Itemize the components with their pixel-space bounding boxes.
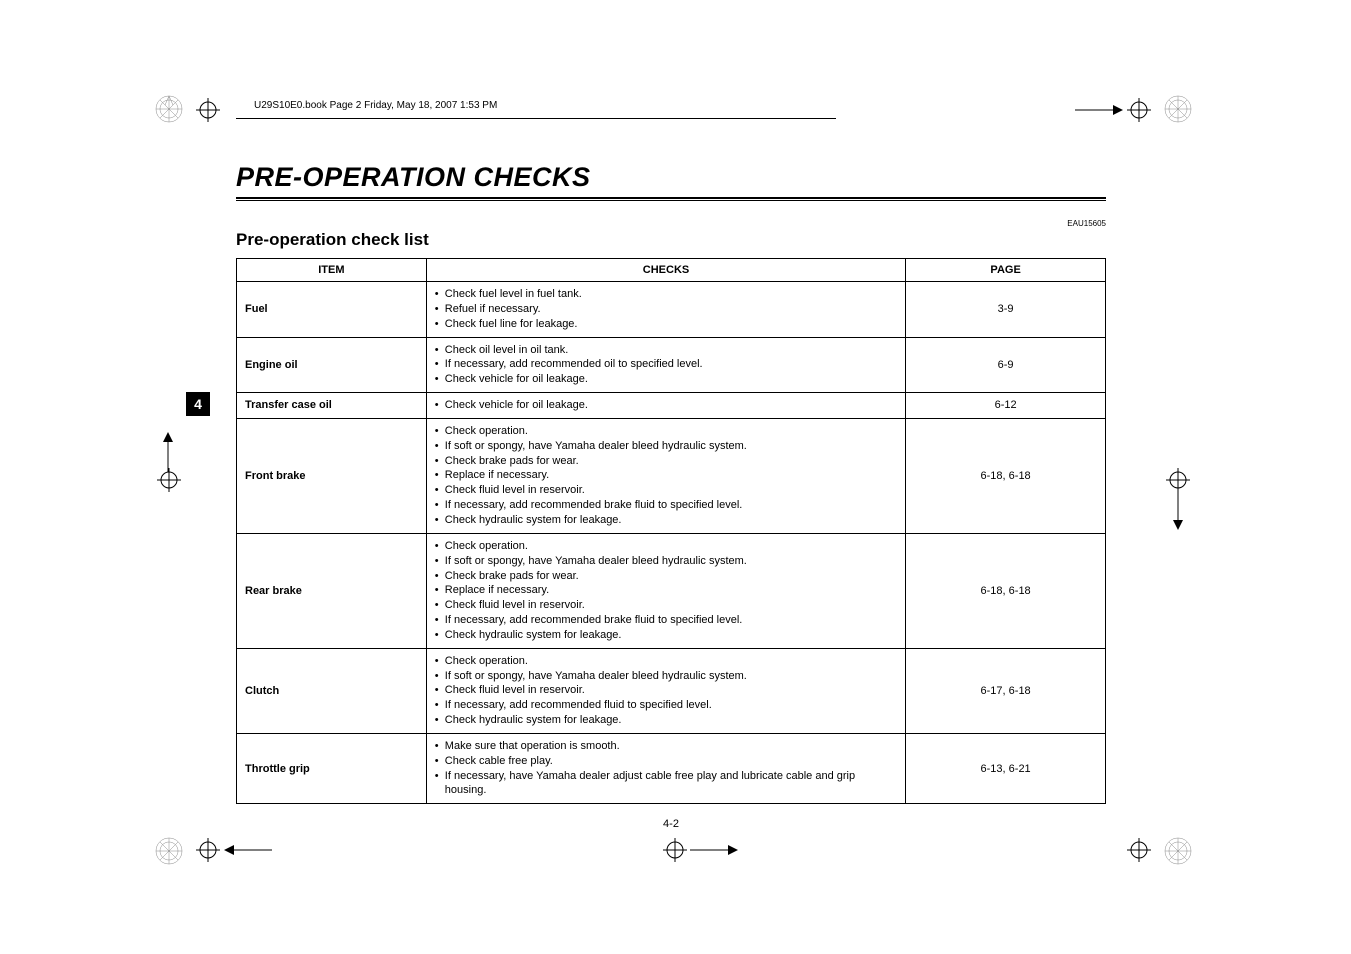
title-underline-thick: [236, 197, 1106, 199]
registration-mark-tl: [196, 98, 220, 122]
table-header-page: PAGE: [906, 259, 1106, 282]
table-header-row: ITEM CHECKS PAGE: [237, 259, 1106, 282]
check-item: If necessary, add recommended fluid to s…: [435, 698, 897, 713]
arrow-mark-right: [1168, 490, 1188, 535]
rosette-bottom-right: [1164, 837, 1192, 865]
registration-mark-br: [1127, 838, 1151, 862]
table-cell-page: 3-9: [906, 282, 1106, 338]
check-item: Refuel if necessary.: [435, 302, 897, 317]
table-row: Front brakeCheck operation.If soft or sp…: [237, 418, 1106, 533]
rosette-top-right: [1164, 95, 1192, 123]
registration-mark-tr: [1127, 98, 1151, 122]
page-number: 4-2: [236, 818, 1106, 830]
check-item: Check vehicle for oil leakage.: [435, 398, 897, 413]
check-item: If necessary, add recommended oil to spe…: [435, 357, 897, 372]
check-item: If necessary, have Yamaha dealer adjust …: [435, 769, 897, 799]
check-item: Check vehicle for oil leakage.: [435, 372, 897, 387]
table-cell-item: Engine oil: [237, 337, 427, 393]
check-item: Check operation.: [435, 654, 897, 669]
table-cell-checks: Check operation.If soft or spongy, have …: [426, 418, 905, 533]
page-content: U29S10E0.book Page 2 Friday, May 18, 200…: [236, 100, 1106, 830]
table-cell-page: 6-12: [906, 393, 1106, 419]
table-cell-item: Clutch: [237, 648, 427, 733]
section-title: Pre-operation check list: [236, 230, 1106, 250]
table-cell-checks: Check operation.If soft or spongy, have …: [426, 533, 905, 648]
registration-mark-bl: [196, 838, 220, 862]
rosette-bottom-left: [155, 837, 183, 865]
check-item: Check brake pads for wear.: [435, 569, 897, 584]
book-header: U29S10E0.book Page 2 Friday, May 18, 200…: [236, 100, 1106, 111]
check-item: Check operation.: [435, 424, 897, 439]
main-title: PRE-OPERATION CHECKS: [236, 162, 1106, 193]
check-item: Check cable free play.: [435, 754, 897, 769]
check-item: Check fuel level in fuel tank.: [435, 287, 897, 302]
arrow-mark-bottom-left: [222, 840, 272, 865]
table-cell-page: 6-18, 6-18: [906, 418, 1106, 533]
table-row: Rear brakeCheck operation.If soft or spo…: [237, 533, 1106, 648]
arrow-mark-left: [158, 432, 178, 477]
table-row: ClutchCheck operation.If soft or spongy,…: [237, 648, 1106, 733]
table-cell-item: Fuel: [237, 282, 427, 338]
registration-mark-bottom-center: [663, 838, 687, 862]
table-cell-item: Rear brake: [237, 533, 427, 648]
table-row: Throttle gripMake sure that operation is…: [237, 733, 1106, 803]
table-cell-page: 6-17, 6-18: [906, 648, 1106, 733]
table-header-item: ITEM: [237, 259, 427, 282]
table-cell-checks: Check oil level in oil tank.If necessary…: [426, 337, 905, 393]
table-cell-checks: Check vehicle for oil leakage.: [426, 393, 905, 419]
table-cell-item: Front brake: [237, 418, 427, 533]
arrow-mark-bottom-center: [690, 840, 740, 865]
check-item: Check hydraulic system for leakage.: [435, 628, 897, 643]
table-cell-checks: Check operation.If soft or spongy, have …: [426, 648, 905, 733]
check-item: Check oil level in oil tank.: [435, 343, 897, 358]
check-item: Check hydraulic system for leakage.: [435, 513, 897, 528]
check-item: If soft or spongy, have Yamaha dealer bl…: [435, 554, 897, 569]
check-item: Check fuel line for leakage.: [435, 317, 897, 332]
table-cell-page: 6-18, 6-18: [906, 533, 1106, 648]
check-item: If necessary, add recommended brake flui…: [435, 613, 897, 628]
table-cell-item: Transfer case oil: [237, 393, 427, 419]
check-item: Replace if necessary.: [435, 468, 897, 483]
check-item: Check fluid level in reservoir.: [435, 598, 897, 613]
check-item: Check hydraulic system for leakage.: [435, 713, 897, 728]
table-cell-checks: Check fuel level in fuel tank.Refuel if …: [426, 282, 905, 338]
table-row: Engine oilCheck oil level in oil tank.If…: [237, 337, 1106, 393]
check-item: Check fluid level in reservoir.: [435, 483, 897, 498]
check-item: If soft or spongy, have Yamaha dealer bl…: [435, 669, 897, 684]
table-row: Transfer case oil Check vehicle for oil l…: [237, 393, 1106, 419]
check-item: If soft or spongy, have Yamaha dealer bl…: [435, 439, 897, 454]
check-item: If necessary, add recommended brake flui…: [435, 498, 897, 513]
eau-code: EAU15605: [236, 219, 1106, 228]
check-item: Check brake pads for wear.: [435, 454, 897, 469]
table-cell-page: 6-13, 6-21: [906, 733, 1106, 803]
table-cell-checks: Make sure that operation is smooth.Check…: [426, 733, 905, 803]
table-row: FuelCheck fuel level in fuel tank.Refuel…: [237, 282, 1106, 338]
rosette-top-left: [155, 95, 183, 123]
table-cell-item: Throttle grip: [237, 733, 427, 803]
registration-mark-right: [1166, 468, 1190, 492]
check-item: Make sure that operation is smooth.: [435, 739, 897, 754]
check-item: Check operation.: [435, 539, 897, 554]
page-tab: 4: [186, 392, 210, 416]
title-underline-thin: [236, 200, 1106, 201]
check-item: Replace if necessary.: [435, 583, 897, 598]
table-cell-page: 6-9: [906, 337, 1106, 393]
check-item: Check fluid level in reservoir.: [435, 683, 897, 698]
check-table: ITEM CHECKS PAGE FuelCheck fuel level in…: [236, 258, 1106, 804]
table-header-checks: CHECKS: [426, 259, 905, 282]
